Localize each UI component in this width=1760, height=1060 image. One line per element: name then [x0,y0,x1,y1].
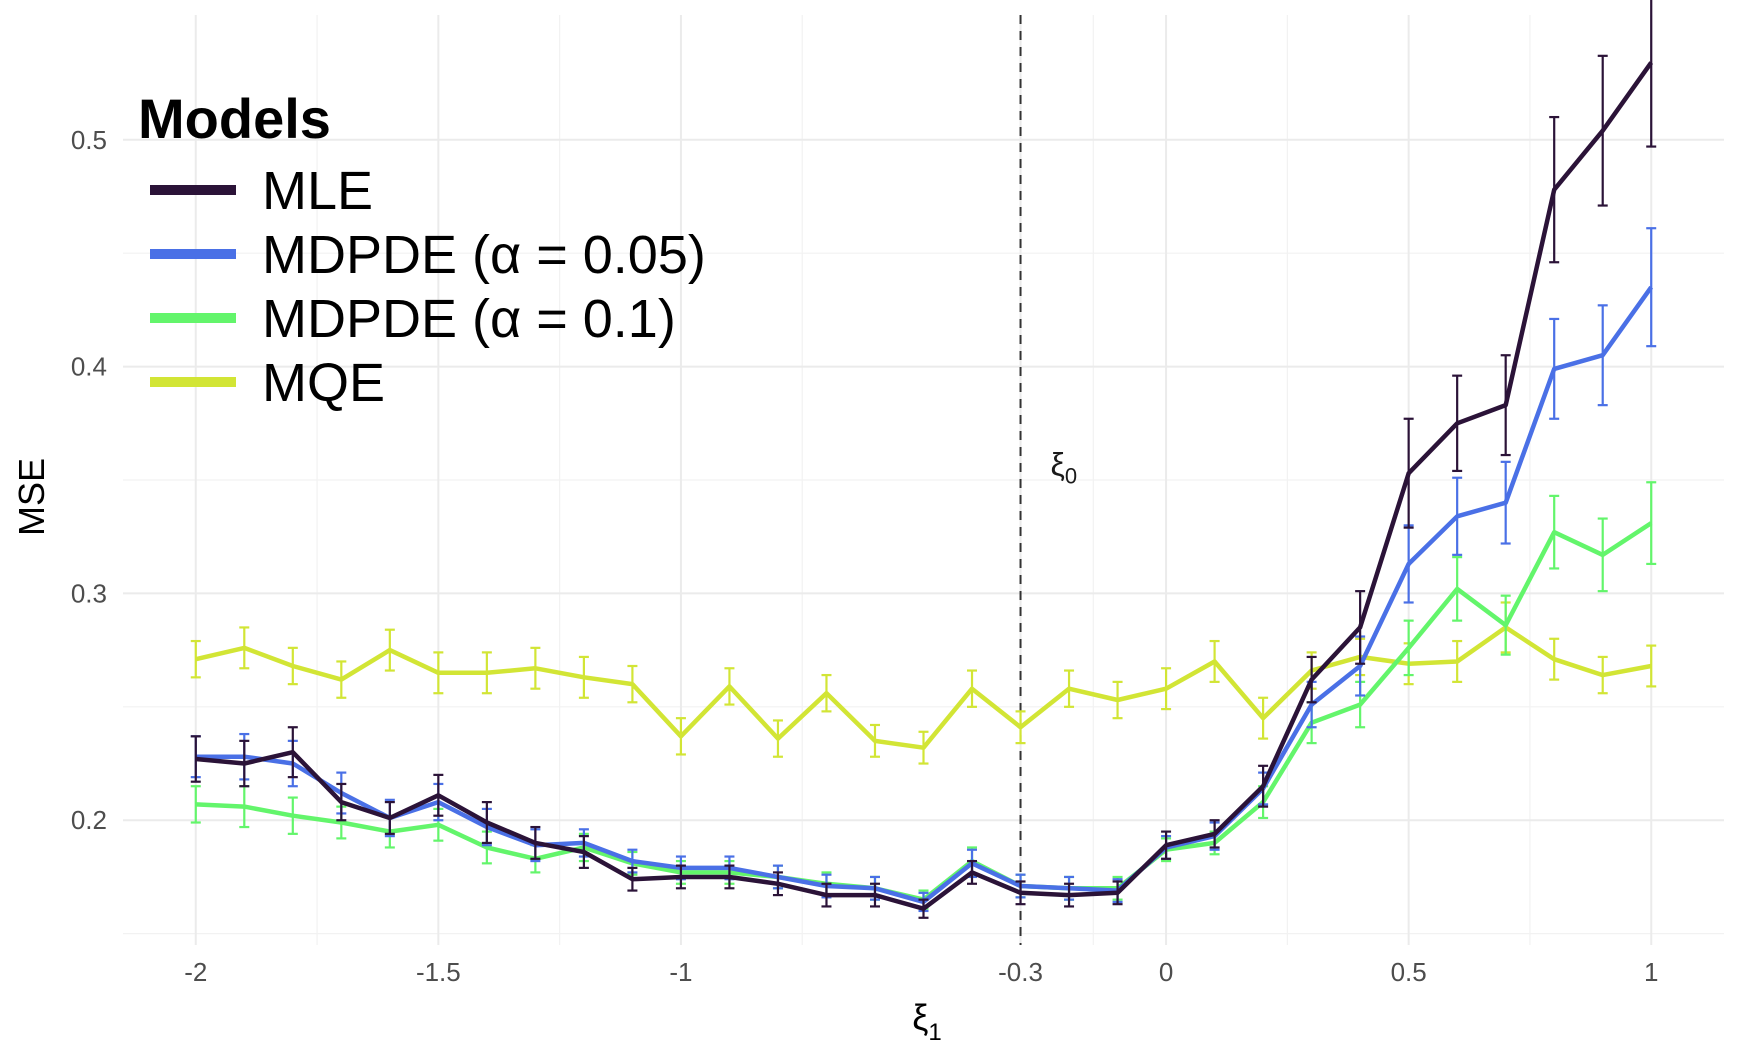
y-tick-label: 0.2 [71,805,107,835]
xi0-annotation: ξ0 [1051,446,1078,488]
tick-labels: -2 -1.5 -1 -0.3 0 0.5 1 0.2 0.3 0.4 0.5 [71,125,1659,987]
y-tick-label: 0.4 [71,352,107,382]
series-mle [190,0,1657,919]
legend-label: MQE [262,353,385,413]
x-axis-title-subscript: 1 [928,1019,941,1046]
legend-title: Models [138,87,331,150]
x-axis-title: ξ1 [912,997,941,1046]
series-line [195,625,1652,750]
x-tick-label: -1 [669,957,692,987]
series-layer [190,0,1657,919]
x-tick-label: -1.5 [416,957,461,987]
x-tick-label: 0 [1159,957,1173,987]
x-tick-label: 1 [1644,957,1658,987]
series-line [195,61,1654,911]
series-mqe [190,601,1657,765]
legend-label: MLE [262,161,373,221]
series-mdpde-0-1- [190,481,1657,910]
legend-label: MDPDE (α = 0.05) [262,225,706,285]
x-tick-label: -0.3 [998,957,1043,987]
series-line [195,521,1653,902]
xi0-annotation-main: ξ [1051,446,1065,482]
series-line [195,285,1654,905]
xi0-annotation-subscript: 0 [1065,463,1077,488]
x-tick-label: 0.5 [1391,957,1427,987]
y-axis-title: MSE [11,458,52,536]
legend-label: MDPDE (α = 0.1) [262,289,676,349]
y-tick-label: 0.3 [71,578,107,608]
x-axis-title-main: ξ [912,997,928,1038]
x-tick-label: -2 [184,957,207,987]
y-tick-label: 0.5 [71,125,107,155]
